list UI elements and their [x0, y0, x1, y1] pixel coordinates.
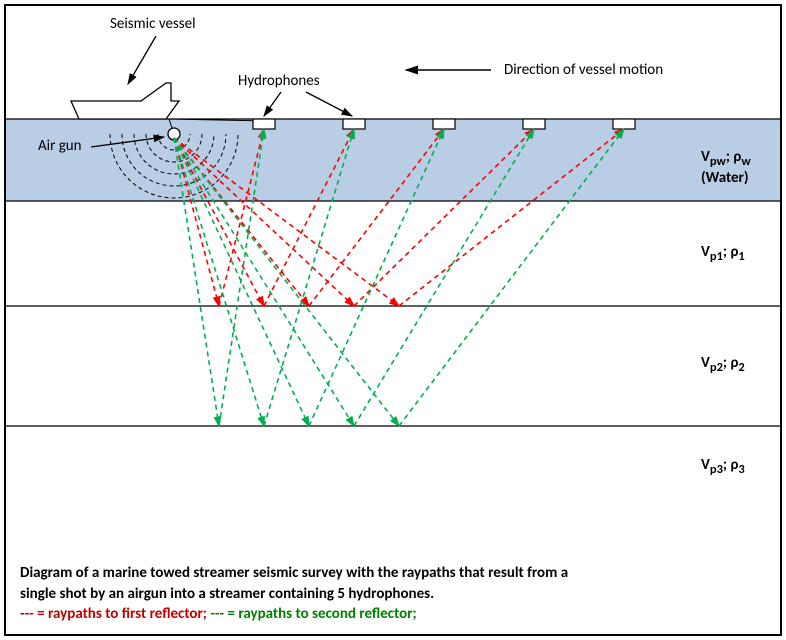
label-layer1: Vp1; ρ1 [701, 243, 745, 264]
caption-red: --- = raypaths to first reflector; [20, 605, 210, 623]
caption-green: --- = raypaths to second reflector; [210, 605, 416, 623]
caption-line1: Diagram of a marine towed streamer seism… [20, 564, 568, 582]
label-water: Vpw; ρw(Water) [701, 148, 751, 187]
label-airgun: Air gun [38, 138, 82, 155]
label-seismic-vessel: Seismic vessel [110, 16, 196, 33]
label-direction: Direction of vessel motion [504, 62, 663, 79]
diagram-frame: { "canvas": { "w": 774, "h": 628 }, "lab… [4, 4, 782, 636]
caption-line2: single shot by an airgun into a streamer… [20, 585, 434, 603]
caption: Diagram of a marine towed streamer seism… [20, 563, 760, 624]
label-layer3: Vp3; ρ3 [701, 456, 745, 477]
label-hydrophones: Hydrophones [238, 73, 320, 90]
diagram-svg [6, 6, 780, 634]
label-layer2: Vp2; ρ2 [701, 354, 745, 375]
